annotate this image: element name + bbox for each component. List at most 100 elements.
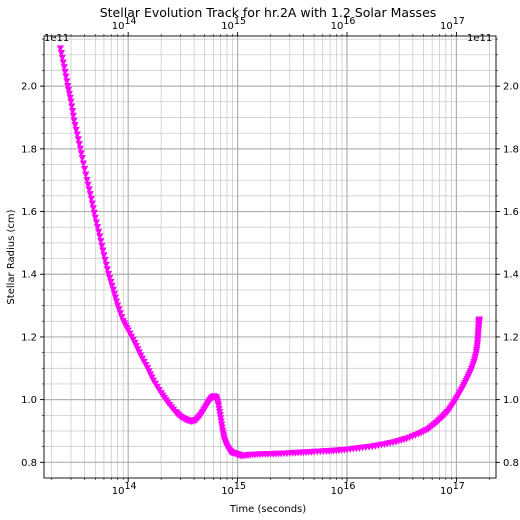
data-point-interpolated <box>107 278 115 286</box>
data-point-interpolated <box>69 112 77 120</box>
data-point <box>87 195 95 203</box>
x-tick-label-exponent: 17 <box>453 481 465 492</box>
y-tick-label-right: 1.2 <box>503 332 519 343</box>
data-point <box>83 176 91 184</box>
data-point-interpolated <box>95 228 103 236</box>
data-point-interpolated <box>118 314 126 321</box>
data-point-interpolated <box>64 86 73 94</box>
data-point-interpolated <box>62 73 70 81</box>
y-axis-label: Stellar Radius (cm) <box>6 209 17 304</box>
y-tick-label-right: 1.8 <box>503 144 519 155</box>
data-point-interpolated <box>77 150 85 158</box>
x-tick-label-exponent: 16 <box>343 481 355 492</box>
y-multiplier-label-top-right: 1e11 <box>467 33 492 44</box>
x-tick-label-exponent: 15 <box>234 16 246 27</box>
data-point-interpolated <box>115 306 123 314</box>
data-point-interpolated <box>90 209 98 217</box>
data-point-interpolated <box>82 171 90 179</box>
data-point-interpolated <box>102 261 110 269</box>
x-axis-label: Time (seconds) <box>229 504 306 515</box>
data-point <box>96 233 104 241</box>
y-multiplier-label-top-left: 1e11 <box>44 33 69 44</box>
data-series <box>56 45 483 460</box>
plot-frame <box>43 35 497 479</box>
x-tick-label-top: 1017 <box>440 16 465 32</box>
data-point-interpolated <box>61 68 69 76</box>
x-tick-label-bottom: 1017 <box>440 481 465 497</box>
x-tick-label-bottom: 1015 <box>221 481 246 497</box>
data-point-interpolated <box>111 294 120 302</box>
data-point-interpolated <box>68 108 77 115</box>
data-point <box>113 302 122 310</box>
x-tick-label-bottom: 1016 <box>331 481 356 497</box>
y-tick-label-left: 1.8 <box>21 144 37 155</box>
x-tick-label-base: 10 <box>440 21 453 32</box>
y-tick-label-left: 0.8 <box>21 458 37 469</box>
data-point-interpolated <box>98 242 106 250</box>
data-point-interpolated <box>110 290 118 298</box>
data-point <box>475 316 483 324</box>
x-tick-label-top: 1015 <box>221 16 246 32</box>
data-point-interpolated <box>88 200 96 208</box>
x-tick-label-base: 10 <box>221 486 234 497</box>
data-point <box>91 214 99 222</box>
y-tick-label-left: 2.0 <box>21 82 37 93</box>
x-tick-label-base: 10 <box>331 486 344 497</box>
data-point <box>104 271 113 278</box>
x-tick-label-bottom: 1014 <box>112 481 137 497</box>
y-tick-label-right: 1.4 <box>503 270 519 281</box>
x-tick-label-exponent: 14 <box>125 481 137 492</box>
x-tick-label-exponent: 15 <box>234 481 246 492</box>
data-point-interpolated <box>59 59 67 67</box>
data-point-interpolated <box>79 160 88 168</box>
y-tick-label-right: 0.8 <box>503 458 519 469</box>
data-point-interpolated <box>93 224 102 231</box>
data-point <box>67 98 75 106</box>
data-point-interpolated <box>73 131 81 139</box>
x-tick-label-top: 1016 <box>331 16 356 32</box>
data-point <box>60 64 68 71</box>
data-point-interpolated <box>106 274 114 282</box>
data-point-interpolated <box>112 298 121 306</box>
data-point-interpolated <box>103 266 111 274</box>
y-tick-label-left: 1.6 <box>21 207 37 218</box>
data-point-interpolated <box>84 181 92 189</box>
data-point <box>56 45 64 53</box>
y-tick-label-left: 1.4 <box>21 270 37 281</box>
data-point-interpolated <box>86 191 94 198</box>
x-tick-label-base: 10 <box>331 21 344 32</box>
data-point <box>78 155 86 162</box>
data-point-interpolated <box>76 145 84 153</box>
x-tick-label-top: 1014 <box>112 16 137 32</box>
data-point-interpolated <box>108 282 116 290</box>
y-tick-label-right: 1.0 <box>503 395 519 406</box>
x-tick-label-exponent: 14 <box>125 16 137 27</box>
data-point <box>70 117 78 125</box>
data-point-interpolated <box>92 219 100 227</box>
data-point-interpolated <box>89 205 97 213</box>
data-point-interpolated <box>72 126 80 134</box>
data-point-interpolated <box>71 122 79 129</box>
data-point-interpolated <box>65 90 73 98</box>
y-tick-label-left: 1.2 <box>21 332 37 343</box>
data-point-interpolated <box>58 54 66 62</box>
x-tick-label-base: 10 <box>112 21 125 32</box>
data-point-interpolated <box>99 247 107 255</box>
x-tick-label-exponent: 17 <box>453 16 465 27</box>
data-point-interpolated <box>116 310 124 318</box>
data-point-interpolated <box>57 50 65 57</box>
x-tick-label-base: 10 <box>112 486 125 497</box>
data-point-interpolated <box>75 140 83 148</box>
data-point-interpolated <box>80 166 89 173</box>
data-point-interpolated <box>101 256 109 264</box>
data-point <box>100 252 108 260</box>
data-point-interpolated <box>66 94 74 102</box>
x-tick-label-base: 10 <box>440 486 453 497</box>
data-point-interpolated <box>85 186 93 194</box>
axis-ticks <box>40 32 500 482</box>
x-tick-label-exponent: 16 <box>343 16 355 27</box>
chart-title: Stellar Evolution Track for hr.2A with 1… <box>100 5 437 20</box>
